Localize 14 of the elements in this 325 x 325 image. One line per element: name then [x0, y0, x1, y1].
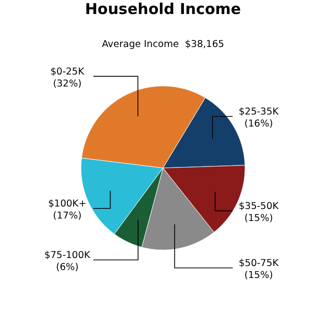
- slice-label: $25-35K: [238, 106, 280, 118]
- slice-label: $35-50K: [238, 200, 280, 212]
- data-label: (32%): [53, 78, 82, 90]
- data-label: (16%): [244, 118, 273, 130]
- data-label: (17%): [53, 210, 82, 222]
- slice-label: $100K+: [48, 198, 86, 210]
- data-label: (15%): [244, 270, 273, 281]
- data-label: (15%): [244, 212, 273, 224]
- slice-label: $75-100K: [44, 250, 92, 261]
- slice-label: $0-25K: [50, 66, 85, 78]
- chart-title: Household Income: [85, 0, 241, 18]
- data-label: (6%): [56, 262, 79, 273]
- slice-label: $50-75K: [238, 258, 280, 269]
- chart-subtitle: Average Income $38,165: [102, 39, 224, 50]
